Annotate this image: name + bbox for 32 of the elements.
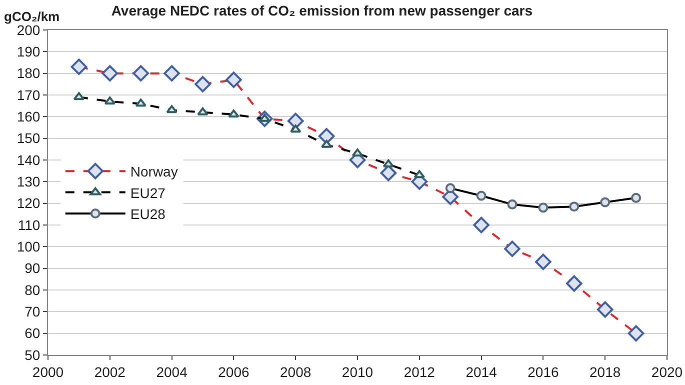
x-tick-label: 2014 xyxy=(466,364,498,380)
y-tick-label: 160 xyxy=(16,108,40,125)
y-tick-label: 80 xyxy=(24,282,40,298)
y-axis-title: gCO₂/km xyxy=(4,9,60,24)
x-tick-label: 2016 xyxy=(528,364,559,380)
y-tick-label: 170 xyxy=(16,86,40,103)
y-tick-label: 190 xyxy=(16,44,40,60)
y-tick-label: 150 xyxy=(16,130,40,146)
legend-label: EU28 xyxy=(130,206,166,222)
x-tick-label: 2008 xyxy=(280,364,312,380)
y-tick-label: 110 xyxy=(18,216,40,233)
y-tick-label: 140 xyxy=(16,152,40,168)
x-tick-label: 2002 xyxy=(94,364,126,380)
y-tick-label: 200 xyxy=(16,22,40,38)
legend-label: EU27 xyxy=(130,184,166,201)
chart-title: Average NEDC rates of CO₂ emission from new passenger cars xyxy=(111,2,533,19)
y-tick-label: 50 xyxy=(24,346,40,363)
x-tick-label: 2004 xyxy=(156,364,188,380)
y-tick-label: 100 xyxy=(16,238,40,255)
x-tick-label: 2000 xyxy=(32,364,64,380)
y-tick-label: 90 xyxy=(24,260,40,276)
x-tick-label: 2010 xyxy=(342,364,374,380)
x-tick-label: 2018 xyxy=(590,364,621,380)
x-tick-label: 2020 xyxy=(651,364,683,380)
y-tick-label: 130 xyxy=(16,174,40,190)
y-tick-label: 120 xyxy=(16,195,40,212)
y-tick-label: 70 xyxy=(24,304,40,320)
x-tick-label: 2006 xyxy=(218,364,250,380)
y-tick-label: 60 xyxy=(24,325,40,342)
x-tick-label: 2012 xyxy=(404,364,436,380)
legend-label: Norway xyxy=(130,164,178,180)
y-tick-label: 180 xyxy=(16,65,40,82)
